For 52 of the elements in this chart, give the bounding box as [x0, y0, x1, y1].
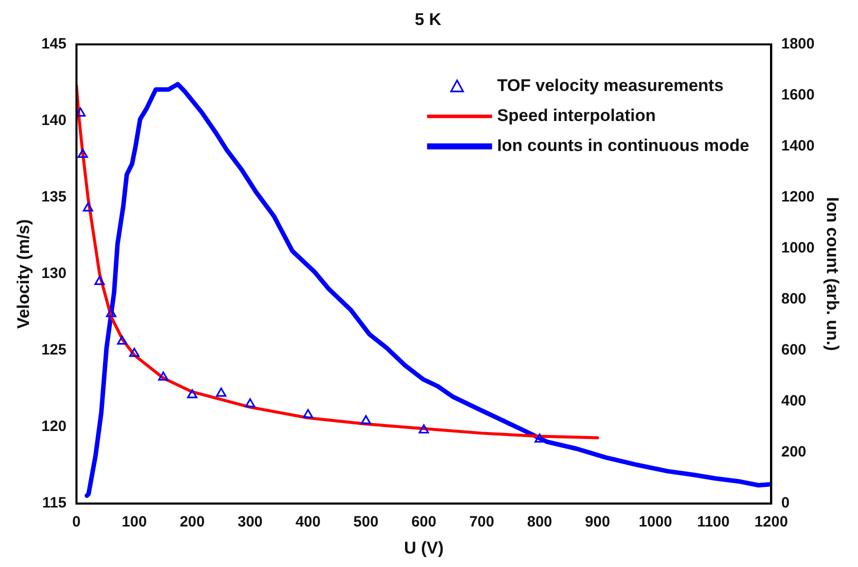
- point: [534, 434, 545, 443]
- point: [216, 388, 226, 397]
- y-tick-label: 115: [42, 494, 66, 512]
- point: [106, 308, 116, 318]
- y2-tick-label: 200: [781, 444, 806, 461]
- x-tick-label: 500: [353, 514, 378, 531]
- point: [418, 424, 429, 434]
- x-tick-label: 1200: [754, 514, 788, 531]
- x-tick-label: 1100: [697, 514, 730, 531]
- y-tick-label: 135: [41, 188, 66, 206]
- x-tick-label: 800: [527, 514, 552, 531]
- x-tick-label: 0: [72, 514, 81, 531]
- y2-tick-label: 1200: [781, 188, 815, 206]
- x-tick-label: 300: [238, 514, 263, 531]
- y-tick-label: 130: [41, 265, 66, 282]
- x-tick-label: 400: [296, 514, 321, 531]
- x-tick-label: 600: [411, 514, 436, 531]
- y-tick-label: 125: [41, 342, 66, 359]
- x-tick-label: 900: [585, 514, 610, 531]
- point: [187, 389, 198, 398]
- chart-title: 5 K: [414, 10, 442, 29]
- point: [76, 107, 86, 117]
- point: [117, 336, 128, 345]
- y-tick-label: 120: [41, 418, 66, 436]
- y2-tick-label: 1800: [781, 36, 815, 53]
- point: [94, 276, 105, 285]
- point: [82, 202, 94, 212]
- legend-label: TOF velocity measurements: [497, 76, 724, 96]
- y-tick-label: 140: [41, 112, 66, 130]
- x-tick-label: 700: [469, 514, 494, 531]
- y-axis-title: Velocity (m/s): [14, 219, 33, 329]
- x-axis-title: U (V): [404, 538, 444, 558]
- y2-tick-label: 800: [781, 290, 806, 308]
- y2-tick-label: 400: [781, 392, 806, 410]
- y2-tick-label: 1600: [781, 86, 815, 104]
- point: [78, 148, 88, 158]
- x-tick-label: 200: [180, 514, 205, 531]
- point: [129, 348, 140, 357]
- y-tick-label: 145: [41, 36, 66, 53]
- y2-tick-label: 600: [781, 342, 806, 359]
- y2-tick-label: 0: [781, 494, 790, 512]
- point: [245, 398, 256, 408]
- point: [360, 415, 372, 424]
- point: [158, 372, 168, 381]
- x-tick-label: 100: [122, 514, 147, 531]
- legend-label: Ion counts in continuous mode: [497, 136, 750, 156]
- y2-axis-title: Ion count (arb. un.): [823, 197, 842, 351]
- y2-tick-label: 1000: [781, 240, 815, 257]
- y2-tick-label: 1400: [781, 138, 815, 155]
- x-tick-label: 1000: [638, 514, 672, 531]
- legend-label: Speed interpolation: [497, 106, 656, 126]
- point: [302, 409, 314, 418]
